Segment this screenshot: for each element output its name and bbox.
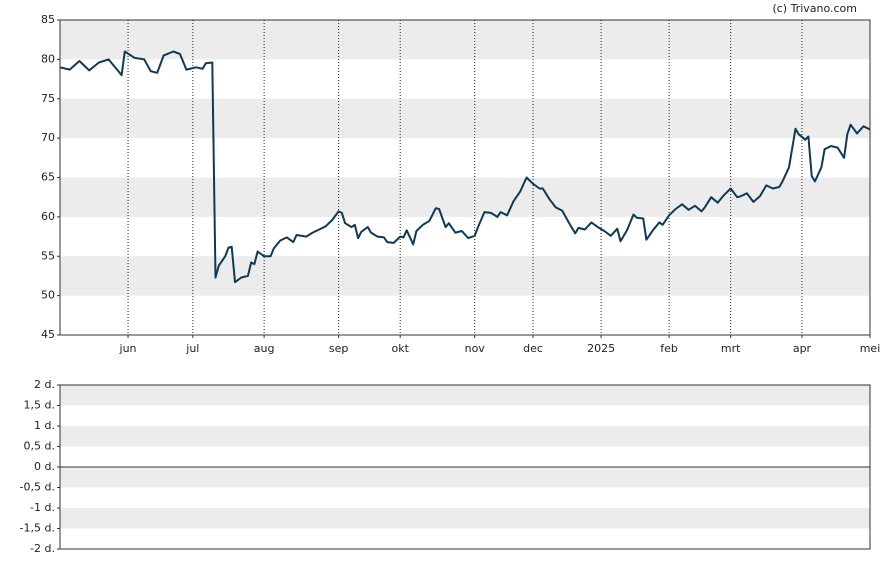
x-tick-label: sep bbox=[329, 342, 348, 355]
x-tick-label: okt bbox=[391, 342, 409, 355]
band bbox=[60, 426, 870, 447]
x-tick-label: aug bbox=[254, 342, 275, 355]
y-tick-label: -2 d. bbox=[30, 542, 55, 555]
x-tick-label: apr bbox=[793, 342, 812, 355]
y-tick-label: -0,5 d. bbox=[20, 481, 55, 494]
band bbox=[60, 467, 870, 488]
band bbox=[60, 256, 870, 296]
y-tick-label: 1,5 d. bbox=[24, 399, 55, 412]
y-tick-label: 1 d. bbox=[34, 419, 55, 432]
y-tick-label: 60 bbox=[41, 210, 55, 223]
y-tick-label: 70 bbox=[41, 131, 55, 144]
credit: (c) Trivano.com bbox=[772, 2, 857, 15]
band bbox=[60, 508, 870, 529]
y-tick-label: 80 bbox=[41, 52, 55, 65]
y-tick-label: 0 d. bbox=[34, 460, 55, 473]
band bbox=[60, 177, 870, 217]
plot-frame bbox=[59, 384, 871, 550]
x-tick-label: 2025 bbox=[587, 342, 615, 355]
x-tick-label: jun bbox=[119, 342, 137, 355]
band bbox=[60, 385, 870, 406]
price-line bbox=[59, 50, 871, 284]
x-tick-label: mei bbox=[860, 342, 881, 355]
x-tick-label: feb bbox=[660, 342, 678, 355]
y-tick-label: 45 bbox=[41, 328, 55, 341]
y-tick-label: -1 d. bbox=[30, 501, 55, 514]
y-tick-label: 2 d. bbox=[34, 378, 55, 391]
y-tick-label: 55 bbox=[41, 249, 55, 262]
y-tick-label: 50 bbox=[41, 289, 55, 302]
x-tick-label: dec bbox=[523, 342, 543, 355]
band bbox=[60, 98, 870, 139]
band bbox=[60, 20, 870, 60]
y-tick-label: 65 bbox=[41, 171, 55, 184]
y-tick-label: -1,5 d. bbox=[20, 522, 55, 535]
y-tick-label: 85 bbox=[41, 13, 55, 26]
x-tick-label: mrt bbox=[721, 342, 741, 355]
x-tick-label: jul bbox=[185, 342, 199, 355]
plot-frame bbox=[59, 19, 871, 336]
x-tick-label: nov bbox=[465, 342, 486, 355]
y-tick-label: 0,5 d. bbox=[24, 440, 55, 453]
y-tick-label: 75 bbox=[41, 92, 55, 105]
